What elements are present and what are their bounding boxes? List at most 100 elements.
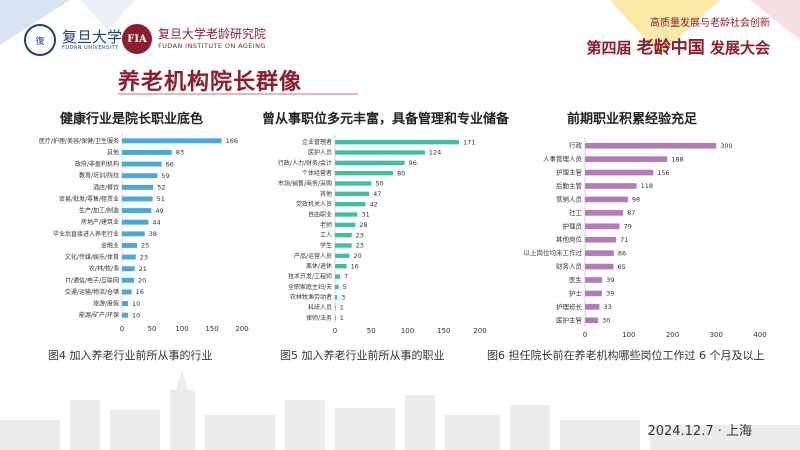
category-label: 贸易/批发/零售/租赁业 — [59, 195, 119, 203]
value-label: 33 — [603, 303, 611, 311]
bar — [335, 232, 352, 238]
bar — [585, 236, 617, 243]
industry-bar-chart: 医疗/护理/美容/保健/卫生服务 166 其他 83 政府/非盈利机构 66 教育/培训/院… — [39, 133, 249, 333]
page-title: 养老机构院长群像 — [118, 70, 303, 95]
value-label: 87 — [627, 209, 635, 217]
value-label: 96 — [409, 159, 417, 167]
value-label: 5 — [343, 283, 347, 291]
x-tick-label: 50 — [367, 327, 376, 335]
x-tick-label: 150 — [205, 325, 218, 333]
x-tick-label: 0 — [333, 327, 337, 335]
forum-title: 第四届 老龄中国 发展大会 — [587, 33, 771, 58]
value-label: 80 — [397, 169, 405, 177]
bar — [335, 274, 341, 279]
chart-2-caption: 图5 加入养老行业前所从事的职业 — [280, 349, 445, 362]
bar — [585, 156, 668, 162]
bar — [585, 196, 628, 203]
category-label: 营销人员 — [556, 194, 583, 203]
category-label: 行政/人力/财务/会计 — [278, 159, 332, 167]
category-label: 党政机关人员 — [296, 200, 332, 208]
event-date-location: 2024.12.7 · 上海 — [647, 424, 752, 439]
x-tick-label: 50 — [148, 325, 157, 333]
category-label: 自由职业 — [308, 211, 332, 219]
bar — [585, 304, 600, 310]
value-label: 10 — [132, 300, 140, 308]
value-label: 59 — [161, 172, 169, 180]
value-label: 23 — [356, 231, 364, 239]
x-tick-label: 150 — [437, 327, 450, 335]
value-label: 38 — [149, 230, 157, 238]
value-label: 39 — [606, 290, 614, 298]
value-label: 51 — [157, 195, 165, 203]
category-label: 企业管理者 — [302, 138, 332, 146]
value-label: 1 — [340, 314, 344, 322]
value-label: 20 — [354, 252, 362, 260]
value-label: 23 — [140, 253, 148, 261]
bar — [335, 191, 370, 197]
category-label: 教育/培训/院校 — [79, 172, 119, 180]
category-label: 老师 — [320, 221, 332, 229]
bar — [122, 219, 149, 225]
bar — [585, 169, 654, 176]
chart-1-title: 健康行业是院长职业底色 — [60, 112, 204, 127]
category-label: 护理班长 — [556, 302, 583, 311]
x-tick-label: 0 — [120, 325, 124, 333]
value-label: 79 — [624, 222, 632, 230]
bar — [122, 289, 132, 295]
bar — [335, 284, 339, 290]
bar — [122, 301, 128, 307]
x-tick-label: 200 — [235, 325, 248, 333]
value-label: 28 — [359, 221, 367, 229]
institute-seal-icon: FIA — [122, 24, 152, 54]
category-label: 毕业后直接进入养老行业 — [53, 230, 119, 238]
x-tick-label: 400 — [753, 331, 766, 339]
x-tick-label: 100 — [175, 325, 188, 333]
category-label: 酒店/餐饮 — [93, 183, 119, 191]
bar — [122, 149, 172, 155]
category-label: 护理员 — [563, 221, 583, 230]
university-name: 复旦大学 — [62, 27, 123, 46]
value-label: 98 — [632, 196, 640, 204]
value-label: 7 — [344, 273, 348, 281]
bar — [585, 223, 620, 230]
bar — [335, 150, 425, 155]
category-label: 交通/运输/物流/仓储 — [65, 288, 119, 296]
x-tick-label: 300 — [710, 331, 723, 339]
bar — [122, 231, 145, 237]
value-label: 49 — [155, 207, 163, 215]
category-label: 护理主管 — [556, 168, 583, 177]
value-label: 21 — [139, 265, 147, 273]
category-label: 产品/运营人员 — [294, 252, 332, 260]
category-label: 护士 — [569, 288, 583, 297]
institute-english-name: FUDAN INSTITUTE ON AGEING — [158, 41, 266, 50]
category-label: 离休/退休 — [306, 262, 332, 270]
bar — [122, 254, 136, 260]
city-skyline-illustration — [0, 370, 800, 450]
value-label: 65 — [617, 263, 625, 271]
bar — [335, 263, 347, 269]
value-label: 188 — [671, 155, 683, 163]
value-label: 16 — [136, 288, 144, 296]
value-label: 171 — [463, 138, 475, 146]
category-label: 医护主管 — [556, 315, 583, 324]
bar — [335, 305, 336, 310]
category-label: 市场/销售/商务/采购 — [278, 180, 332, 188]
bar — [335, 315, 336, 321]
chart-2-title: 曾从事职位多元丰富，具备管理和专业储备 — [262, 112, 510, 127]
bar — [335, 201, 366, 207]
category-label: 文化/传媒/娱乐/体育 — [65, 253, 119, 261]
category-label: 其他 — [107, 148, 119, 156]
category-label: 全职家庭主妇/夫 — [288, 283, 332, 291]
value-label: 124 — [429, 149, 441, 157]
category-label: 医护人员 — [308, 149, 332, 157]
category-label: 行政 — [569, 141, 583, 150]
category-label: IT/通信/电子/互联网 — [66, 276, 120, 284]
value-label: 50 — [375, 180, 383, 188]
fudan-university-logo: 復 复旦大学 FUDAN UNIVERSITY — [24, 22, 122, 58]
value-label: 3 — [341, 293, 345, 301]
value-label: 66 — [166, 160, 174, 168]
bar — [122, 312, 128, 318]
bar — [335, 243, 352, 248]
bar — [335, 212, 358, 217]
